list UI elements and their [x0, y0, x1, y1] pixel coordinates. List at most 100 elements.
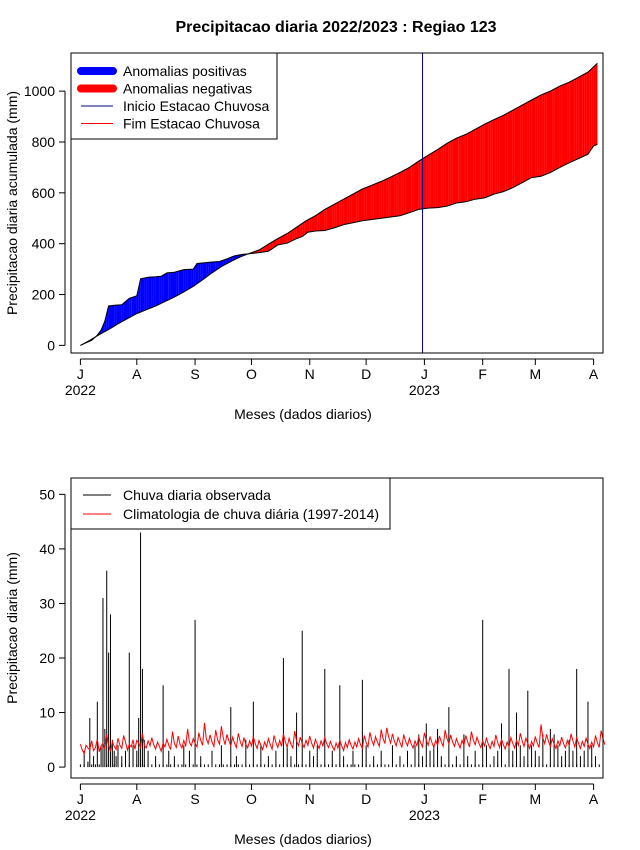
negative-anomaly-area — [518, 106, 521, 185]
positive-anomaly-area — [112, 305, 115, 328]
negative-anomaly-area — [296, 225, 299, 239]
negative-anomaly-area — [386, 177, 389, 218]
negative-anomaly-area — [509, 111, 511, 190]
positive-anomaly-area — [123, 301, 126, 321]
negative-anomaly-area — [353, 193, 355, 223]
positive-anomaly-area — [223, 259, 226, 266]
negative-anomaly-area — [482, 124, 485, 199]
negative-anomaly-area — [307, 218, 310, 233]
negative-anomaly-area — [398, 172, 401, 216]
anomaly-areas — [80, 63, 598, 346]
negative-anomaly-area — [347, 196, 350, 224]
negative-anomaly-area — [362, 188, 365, 221]
positive-anomaly-area — [219, 260, 222, 268]
negative-anomaly-area — [368, 186, 370, 220]
negative-anomaly-area — [578, 76, 581, 159]
negative-anomaly-area — [300, 223, 303, 238]
negative-anomaly-area — [428, 154, 431, 209]
negative-anomaly-area — [319, 211, 322, 231]
negative-anomaly-area — [366, 186, 369, 221]
positive-anomaly-area — [155, 276, 158, 306]
y-tick-label: 600 — [32, 185, 56, 201]
positive-anomaly-area — [206, 262, 209, 277]
positive-anomaly-area — [133, 296, 135, 316]
negative-anomaly-area — [475, 128, 478, 200]
positive-anomaly-area — [215, 261, 218, 271]
x-axis-label-bottom: Meses (dados diarios) — [234, 831, 372, 847]
positive-anomaly-area — [116, 304, 119, 325]
negative-anomaly-area — [302, 222, 305, 237]
negative-anomaly-area — [330, 205, 333, 229]
positive-anomaly-area — [172, 272, 175, 298]
negative-anomaly-area — [569, 81, 572, 163]
negative-anomaly-area — [514, 108, 517, 187]
negative-anomaly-area — [290, 229, 293, 242]
negative-anomaly-area — [522, 104, 525, 183]
positive-anomaly-area — [170, 272, 173, 299]
negative-anomaly-area — [283, 234, 286, 244]
positive-anomaly-area — [208, 262, 211, 276]
y-tick-label: 0 — [47, 759, 55, 775]
accumulated-precipitation-chart: 0 200 400 600 800 1000 J A S O N D J F M A 2022 2023 Pre… — [4, 52, 604, 422]
x-tick-label: A — [132, 791, 142, 807]
negative-anomaly-area — [488, 121, 491, 197]
negative-anomaly-area — [556, 87, 558, 170]
negative-anomaly-area — [407, 167, 410, 214]
negative-anomaly-area — [495, 117, 498, 194]
positive-anomaly-area — [168, 272, 171, 300]
figure-title: Precipitacao diaria 2022/2023 : Regiao 1… — [175, 19, 496, 36]
y-tick-label: 800 — [32, 134, 56, 150]
negative-anomaly-area — [450, 140, 453, 205]
negative-anomaly-area — [505, 113, 508, 191]
negative-anomaly-area — [535, 97, 538, 178]
positive-anomaly-area — [129, 297, 132, 318]
climatology-accumulation-line — [80, 62, 598, 346]
positive-anomaly-area — [176, 271, 179, 297]
positive-anomaly-area — [213, 261, 216, 272]
positive-anomaly-area — [114, 305, 117, 327]
negative-anomaly-area — [550, 90, 553, 173]
negative-anomaly-area — [507, 112, 510, 190]
negative-anomaly-area — [345, 197, 348, 225]
negative-anomaly-area — [529, 100, 532, 179]
negative-anomaly-area — [306, 219, 308, 234]
negative-anomaly-area — [565, 83, 568, 165]
negative-anomaly-area — [313, 215, 316, 232]
negative-anomaly-area — [546, 91, 549, 174]
negative-anomaly-area — [418, 159, 421, 210]
positive-anomaly-area — [200, 262, 203, 282]
legend-label: Fim Estacao Chuvosa — [123, 116, 260, 132]
x-tick-label: D — [361, 366, 371, 382]
negative-anomaly-area — [360, 189, 363, 222]
negative-anomaly-area — [516, 107, 519, 186]
positive-anomaly-area — [159, 276, 162, 305]
negative-anomaly-area — [492, 119, 495, 195]
y-tick-label: 10 — [39, 705, 55, 721]
negative-anomaly-area — [292, 228, 295, 241]
negative-anomaly-area — [584, 73, 587, 156]
negative-anomaly-area — [497, 117, 500, 194]
negative-anomaly-area — [324, 208, 327, 231]
positive-anomaly-area — [142, 278, 145, 312]
positive-anomaly-area — [163, 274, 166, 303]
negative-anomaly-area — [349, 195, 352, 224]
negative-anomaly-area — [567, 82, 570, 164]
negative-anomaly-area — [544, 92, 547, 175]
x-tick-label: M — [529, 791, 541, 807]
positive-anomaly-area — [212, 261, 214, 273]
positive-anomaly-area — [227, 258, 229, 264]
negative-anomaly-area — [309, 217, 312, 232]
positive-anomaly-area — [187, 269, 190, 290]
positive-anomaly-area — [144, 277, 147, 311]
negative-anomaly-area — [403, 169, 406, 215]
negative-anomaly-area — [524, 103, 526, 182]
negative-anomaly-area — [409, 166, 412, 213]
y-tick-label: 20 — [39, 650, 55, 666]
negative-anomaly-area — [413, 163, 416, 212]
negative-anomaly-area — [484, 123, 487, 198]
climatology-line — [79, 722, 606, 755]
negative-anomaly-area — [501, 115, 504, 193]
negative-anomaly-area — [375, 182, 378, 219]
negative-anomaly-area — [456, 137, 459, 203]
positive-anomaly-area — [157, 276, 160, 306]
